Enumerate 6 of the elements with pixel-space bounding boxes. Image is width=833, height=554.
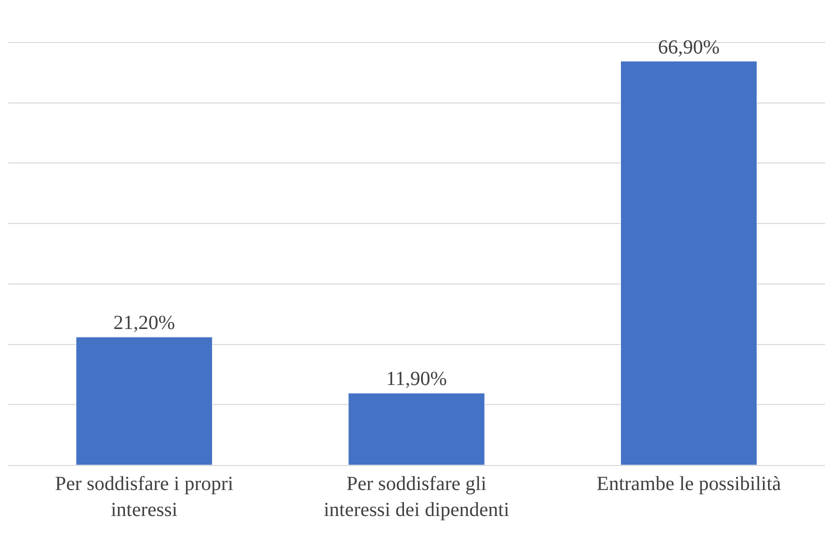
x-tick-label: Per soddisfare gli interessi dei dipendenti [324,473,510,521]
data-label: 11,90% [386,368,447,390]
x-tick-label: Entrambe le possibilità [596,473,782,495]
data-label: 66,90% [658,36,720,58]
data-label: 21,20% [113,312,175,334]
x-tick-label: Per soddisfare i propri interessi [55,473,234,521]
